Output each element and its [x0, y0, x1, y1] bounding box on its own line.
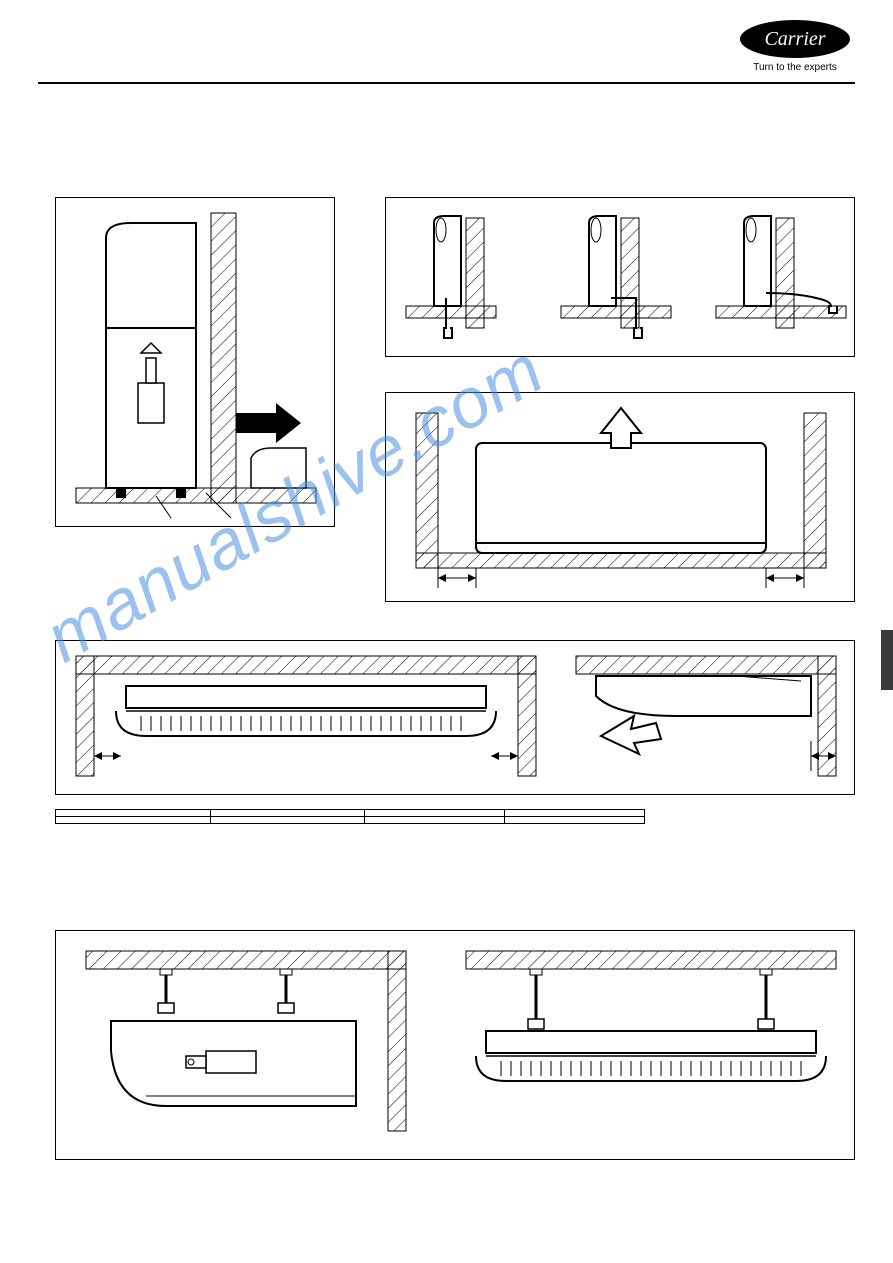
carrier-logo: Carrier	[740, 20, 850, 58]
fig-top-right-strip	[385, 197, 855, 357]
fig-bottom	[55, 930, 855, 1160]
cell	[365, 810, 505, 817]
fig-wide-strip	[55, 640, 855, 795]
diagram-ceiling-unit	[56, 641, 856, 796]
dimensions-table	[55, 809, 645, 824]
diagram-unit-wall	[56, 198, 336, 528]
table-row	[56, 810, 645, 817]
brand-header: Carrier Turn to the experts	[735, 20, 855, 73]
diagram-three-units	[386, 198, 856, 358]
fig-mid-right	[385, 392, 855, 602]
fig-top-left	[55, 197, 335, 527]
header-rule	[38, 82, 855, 84]
cell	[56, 810, 211, 817]
cell	[56, 817, 211, 824]
page-tab	[881, 630, 893, 690]
brand-tagline: Turn to the experts	[735, 62, 855, 73]
unit-variant-1	[406, 216, 496, 338]
cell	[365, 817, 505, 824]
cell	[505, 810, 645, 817]
table-row	[56, 817, 645, 824]
diagram-ceiling-hung	[56, 931, 856, 1161]
unit-variant-2	[561, 216, 671, 338]
cell	[505, 817, 645, 824]
cell	[210, 817, 365, 824]
unit-variant-3	[716, 216, 846, 328]
cell	[210, 810, 365, 817]
diagram-niche	[386, 393, 856, 603]
